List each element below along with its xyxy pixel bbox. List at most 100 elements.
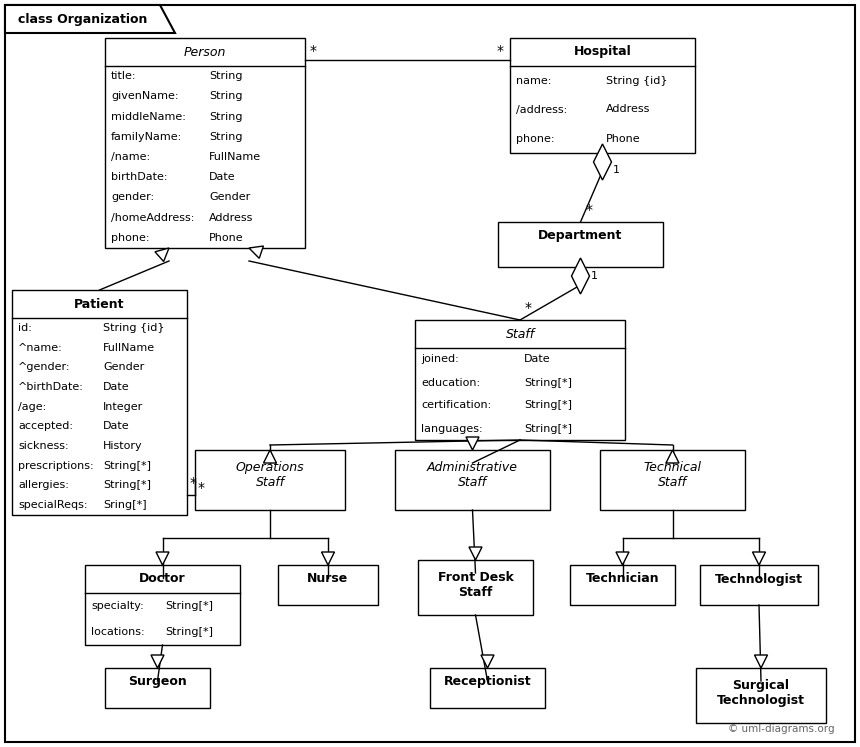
Text: accepted:: accepted: (18, 421, 73, 431)
Text: String {id}: String {id} (606, 75, 667, 85)
Bar (498, 222, 663, 267)
Text: String[*]: String[*] (525, 424, 572, 433)
Text: String {id}: String {id} (103, 323, 164, 333)
Text: *: * (586, 203, 593, 217)
Text: String: String (209, 111, 243, 122)
Text: History: History (103, 441, 143, 451)
Text: sickness:: sickness: (18, 441, 69, 451)
Text: Doctor: Doctor (139, 572, 186, 586)
Polygon shape (593, 144, 611, 180)
Text: Gender: Gender (209, 193, 250, 202)
Text: FullName: FullName (103, 343, 155, 353)
Polygon shape (466, 437, 479, 450)
Text: Phone: Phone (209, 233, 243, 243)
Polygon shape (156, 552, 169, 565)
Text: *: * (190, 476, 197, 490)
Polygon shape (666, 450, 679, 463)
Bar (415, 320, 625, 440)
Polygon shape (469, 547, 482, 560)
Bar (430, 668, 545, 708)
Text: Operations
Staff: Operations Staff (236, 461, 304, 489)
Text: birthDate:: birthDate: (111, 173, 168, 182)
Polygon shape (616, 552, 629, 565)
Bar (105, 38, 305, 248)
Text: middleName:: middleName: (111, 111, 186, 122)
Bar (278, 565, 378, 605)
Text: id:: id: (18, 323, 32, 333)
Text: ^birthDate:: ^birthDate: (18, 382, 84, 392)
Text: ^name:: ^name: (18, 343, 63, 353)
Polygon shape (5, 5, 175, 33)
Text: *: * (198, 481, 205, 495)
Polygon shape (322, 552, 335, 565)
Text: Address: Address (606, 105, 650, 114)
Polygon shape (752, 552, 765, 565)
Bar (105, 668, 210, 708)
Text: /name:: /name: (111, 152, 150, 162)
Text: class Organization: class Organization (18, 13, 147, 25)
Polygon shape (263, 450, 277, 463)
Text: Patient: Patient (74, 297, 125, 311)
Text: phone:: phone: (516, 134, 555, 143)
Bar (195, 450, 345, 510)
Text: Date: Date (209, 173, 236, 182)
Text: Technician: Technician (586, 572, 660, 586)
Text: specialty:: specialty: (91, 601, 144, 611)
Text: Nurse: Nurse (307, 572, 348, 586)
Text: Hospital: Hospital (574, 46, 631, 58)
Text: /homeAddress:: /homeAddress: (111, 213, 194, 223)
Text: phone:: phone: (111, 233, 150, 243)
Text: /age:: /age: (18, 402, 46, 412)
Text: *: * (310, 44, 317, 58)
Bar (510, 38, 695, 153)
Text: prescriptions:: prescriptions: (18, 461, 94, 471)
Text: © uml-diagrams.org: © uml-diagrams.org (728, 724, 835, 734)
Text: Integer: Integer (103, 402, 144, 412)
Text: certification:: certification: (421, 400, 491, 411)
Text: education:: education: (421, 377, 480, 388)
Text: Sring[*]: Sring[*] (103, 500, 146, 510)
Text: gender:: gender: (111, 193, 154, 202)
Text: ^gender:: ^gender: (18, 362, 71, 372)
Text: String[*]: String[*] (166, 601, 213, 611)
Text: joined:: joined: (421, 355, 458, 365)
Polygon shape (249, 246, 263, 258)
Text: Date: Date (103, 382, 130, 392)
Text: /address:: /address: (516, 105, 568, 114)
Text: String[*]: String[*] (525, 377, 572, 388)
Text: String[*]: String[*] (103, 461, 151, 471)
Text: String[*]: String[*] (103, 480, 151, 491)
Bar (600, 450, 745, 510)
Text: 1: 1 (591, 271, 598, 281)
Text: Front Desk
Staff: Front Desk Staff (438, 571, 513, 599)
Bar (85, 565, 240, 645)
Text: Person: Person (184, 46, 226, 58)
Text: String[*]: String[*] (166, 627, 213, 637)
Text: Phone: Phone (606, 134, 641, 143)
Text: allergies:: allergies: (18, 480, 69, 491)
Bar (570, 565, 675, 605)
Text: String: String (209, 91, 243, 102)
Bar (395, 450, 550, 510)
Text: locations:: locations: (91, 627, 144, 637)
Text: familyName:: familyName: (111, 131, 182, 142)
Text: Receptionist: Receptionist (444, 675, 531, 689)
Text: Department: Department (538, 229, 623, 243)
Polygon shape (754, 655, 767, 668)
Text: String: String (209, 71, 243, 81)
Text: Surgeon: Surgeon (128, 675, 187, 689)
Text: title:: title: (111, 71, 137, 81)
Text: Surgical
Technologist: Surgical Technologist (717, 679, 805, 707)
Bar (12, 290, 187, 515)
Text: Technical
Staff: Technical Staff (643, 461, 702, 489)
Text: 1: 1 (612, 165, 619, 175)
Bar (418, 560, 533, 615)
Text: Gender: Gender (103, 362, 144, 372)
Bar (700, 565, 818, 605)
Text: String: String (209, 131, 243, 142)
Text: String[*]: String[*] (525, 400, 572, 411)
Text: givenName:: givenName: (111, 91, 179, 102)
Polygon shape (572, 258, 589, 294)
Polygon shape (155, 248, 169, 261)
Text: *: * (525, 301, 532, 315)
